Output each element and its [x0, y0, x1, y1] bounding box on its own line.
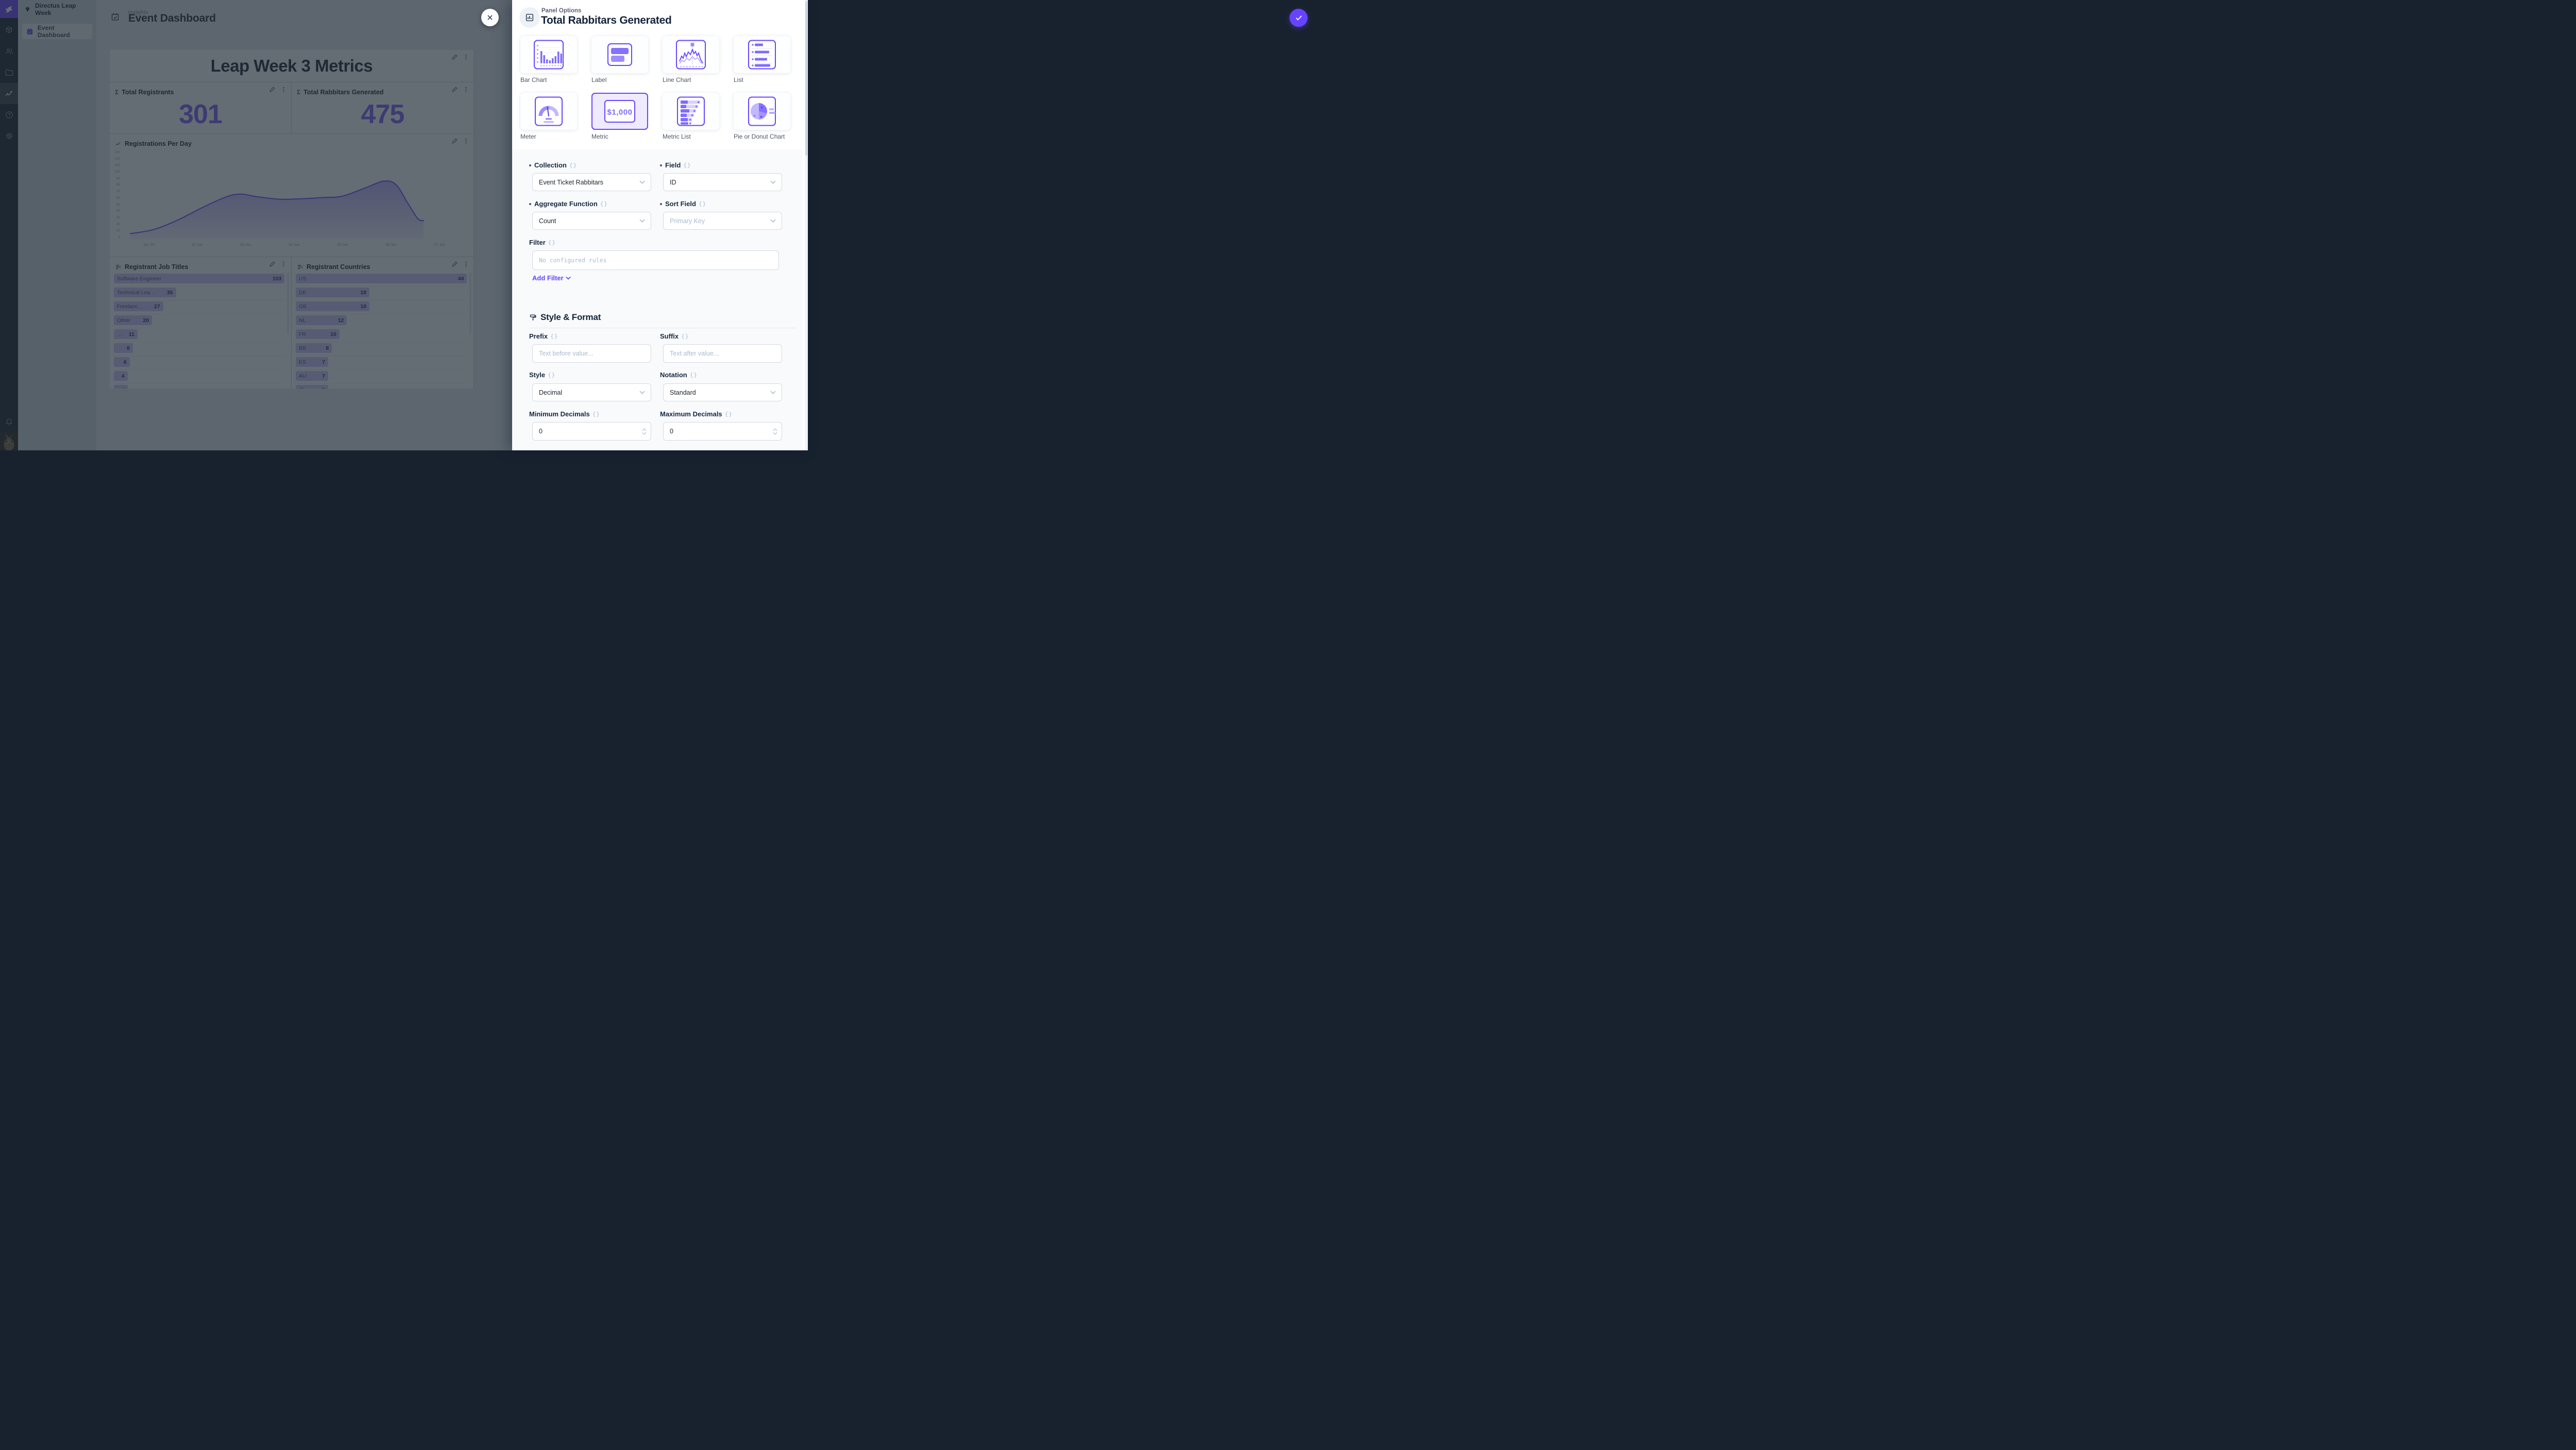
label-illustration	[607, 43, 632, 66]
sort-field-select[interactable]: Primary Key	[663, 212, 782, 230]
field-label: Field{}	[660, 161, 691, 169]
collection-select[interactable]: Event Ticket Rabbitars	[532, 173, 651, 191]
maximum-decimals-stepper	[663, 422, 782, 441]
filter-rules-box[interactable]: No configured rules	[532, 250, 779, 270]
add-filter-button[interactable]: Add Filter	[532, 274, 571, 282]
panel-type-label: Pie or Donut Chart	[734, 133, 785, 140]
raw-value-icon[interactable]: {}	[550, 333, 558, 340]
prefix-label: Prefix{}	[529, 332, 558, 340]
style-select[interactable]: Decimal	[532, 383, 651, 401]
raw-value-icon[interactable]: {}	[689, 372, 698, 378]
field-select[interactable]: ID	[663, 173, 782, 191]
panel-type-label: Bar Chart	[520, 76, 547, 83]
raw-value-icon[interactable]: {}	[724, 411, 733, 417]
metric-illustration: $1,000	[604, 100, 635, 123]
meter-illustration	[535, 96, 563, 126]
suffix-input-wrap	[663, 344, 782, 363]
svg-text:$1,000: $1,000	[607, 108, 633, 117]
panel-options-drawer: Panel Options Total Rabbitars Generated …	[512, 0, 1308, 450]
form-background	[512, 149, 803, 450]
minimum-decimals-stepper	[532, 422, 651, 441]
aggregate-function-select[interactable]: Count	[532, 212, 651, 230]
save-panel-button[interactable]	[1290, 9, 1308, 27]
panel-type-label: Metric	[591, 133, 608, 140]
raw-value-icon[interactable]: {}	[681, 333, 689, 340]
collection-label: Collection{}	[529, 161, 577, 169]
suffix-label: Suffix{}	[660, 332, 689, 340]
chevron-down-icon	[770, 219, 776, 223]
scrollbar-thumb[interactable]	[805, 1, 807, 156]
suffix-input[interactable]	[670, 350, 775, 357]
chevron-down-icon	[639, 219, 645, 223]
raw-value-icon[interactable]: {}	[548, 372, 556, 378]
drawer-kicker: Panel Options	[541, 8, 582, 14]
chevron-down-icon	[565, 276, 571, 280]
insert-chart-icon	[526, 13, 534, 22]
required-dot	[529, 203, 531, 205]
stepper-up-icon[interactable]	[773, 428, 777, 431]
panel-type-grid: Bar Chart Label Line Chart	[520, 36, 790, 140]
style-format-icon	[530, 314, 536, 321]
chevron-down-icon	[639, 391, 645, 394]
raw-value-icon[interactable]: {}	[600, 200, 608, 207]
panel-type-label: Line Chart	[663, 76, 691, 83]
panel-type-label: Meter	[520, 133, 536, 140]
line-chart-illustration	[676, 40, 706, 70]
raw-value-icon[interactable]: {}	[548, 239, 556, 246]
notation-select[interactable]: Standard	[663, 383, 782, 401]
panel-type-label: Label	[591, 76, 607, 83]
minimum-decimals-label: Minimum Decimals{}	[529, 410, 601, 418]
maximum-decimals-input[interactable]	[670, 428, 775, 435]
chevron-down-icon	[639, 180, 645, 184]
minimum-decimals-input[interactable]	[539, 428, 645, 435]
panel-type-metric-selected[interactable]: $1,000 Metric	[591, 93, 648, 140]
drawer-header-icon	[519, 7, 540, 28]
panel-type-pie-donut[interactable]: Pie or Donut Chart	[734, 93, 790, 140]
filter-label: Filter{}	[529, 239, 556, 246]
chevron-down-icon	[770, 180, 776, 184]
pie-chart-illustration	[748, 96, 776, 126]
drawer-scrollbar[interactable]	[805, 0, 807, 450]
list-illustration	[748, 40, 776, 70]
raw-value-icon[interactable]: {}	[592, 411, 601, 417]
stepper-down-icon[interactable]	[642, 432, 647, 435]
panel-type-list[interactable]: List	[734, 36, 790, 83]
check-icon	[1295, 15, 1302, 20]
required-dot	[529, 164, 531, 166]
close-drawer-button[interactable]	[481, 9, 499, 26]
drawer-title: Total Rabbitars Generated	[541, 14, 672, 26]
style-label: Style{}	[529, 371, 556, 379]
panel-type-label: List	[734, 76, 743, 83]
panel-type-label: Metric List	[663, 133, 691, 140]
prefix-input[interactable]	[539, 350, 645, 357]
notation-label: Notation{}	[660, 371, 698, 379]
modal-overlay[interactable]	[0, 0, 512, 450]
raw-value-icon[interactable]: {}	[698, 200, 707, 207]
chevron-down-icon	[770, 391, 776, 394]
stepper-down-icon[interactable]	[773, 432, 777, 435]
raw-value-icon[interactable]: {}	[569, 162, 578, 168]
raw-value-icon[interactable]: {}	[683, 162, 691, 168]
close-icon	[487, 15, 493, 20]
required-dot	[660, 203, 662, 205]
sort-field-label: Sort Field{}	[660, 200, 706, 208]
panel-type-bar-chart[interactable]: Bar Chart	[520, 36, 577, 83]
panel-type-label[interactable]: Label	[591, 36, 648, 83]
aggregate-function-label: Aggregate Function{}	[529, 200, 608, 208]
maximum-decimals-label: Maximum Decimals{}	[660, 410, 733, 418]
bar-chart-illustration	[534, 40, 564, 70]
panel-type-metric-list[interactable]: Metric List	[663, 93, 719, 140]
prefix-input-wrap	[532, 344, 651, 363]
panel-type-meter[interactable]: Meter	[520, 93, 577, 140]
panel-type-line-chart[interactable]: Line Chart	[663, 36, 719, 83]
metric-list-illustration	[677, 96, 705, 126]
required-dot	[660, 164, 662, 166]
stepper-up-icon[interactable]	[642, 428, 647, 431]
style-format-section-header: Style & Format	[529, 312, 601, 323]
